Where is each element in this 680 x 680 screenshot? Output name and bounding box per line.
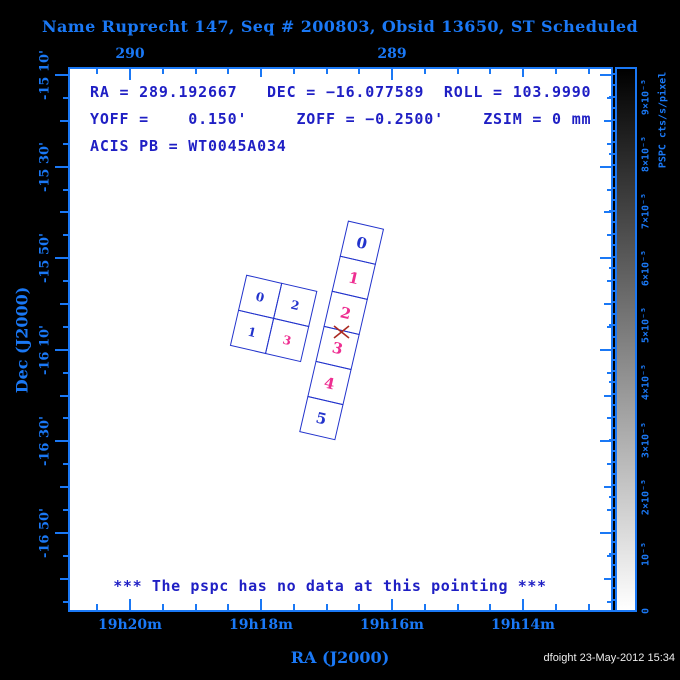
- tick-mark: [60, 303, 68, 305]
- aimpoint-x-icon: [333, 325, 350, 339]
- footer-user-timestamp: dfoight 23-May-2012 15:34: [543, 652, 675, 664]
- tick-mark: [55, 532, 68, 534]
- left-axis-tick-label: -16 50': [37, 507, 53, 559]
- colorbar-tick-label: 5×10⁻⁵: [640, 307, 652, 344]
- acis-s-chip-5: 5: [299, 395, 344, 441]
- tick-mark: [60, 578, 68, 580]
- left-axis-tick-label: -16 30': [37, 416, 53, 467]
- colorbar-tick-label: 2×10⁻⁵: [640, 478, 652, 515]
- acis-i-chip-3: 3: [264, 317, 310, 363]
- plot-canvas[interactable]: [68, 67, 613, 612]
- tick-mark: [60, 486, 68, 488]
- bottom-axis-tick-label: 19h20m: [98, 617, 162, 633]
- tick-mark: [60, 395, 68, 397]
- colorbar-tick-label: 4×10⁻⁵: [640, 364, 652, 401]
- tick-mark: [55, 74, 68, 76]
- page-title: Name Ruprecht 147, Seq # 200803, Obsid 1…: [41, 17, 639, 36]
- colorbar-gradient: [615, 67, 637, 612]
- left-axis-tick-label: -15 50': [37, 233, 53, 284]
- ra-axis-title: RA (J2000): [290, 648, 390, 667]
- dec-axis-title: Dec (J2000): [12, 286, 32, 394]
- bottom-axis-tick-label: 19h16m: [360, 617, 424, 633]
- tick-mark: [60, 211, 68, 213]
- top-axis-tick-label: 290: [115, 46, 145, 62]
- tick-mark: [60, 120, 68, 122]
- colorbar-tick-label: 7×10⁻⁵: [640, 192, 652, 229]
- left-axis-tick-label: -16 10': [37, 324, 53, 375]
- tick-mark: [55, 166, 68, 168]
- tick-mark: [55, 440, 68, 442]
- info-line-ra-dec-roll: RA = 289.192667 DEC = −16.077589 ROLL = …: [90, 83, 592, 101]
- pspc-no-data-message: *** The pspc has no data at this pointin…: [113, 577, 547, 595]
- info-line-offsets: YOFF = 0.150' ZOFF = −0.2500' ZSIM = 0 m…: [90, 110, 592, 128]
- left-axis-tick-label: -15 10': [37, 49, 53, 101]
- info-line-acis-pb: ACIS PB = WT0045A034: [90, 137, 287, 155]
- colorbar-tick-label: 6×10⁻⁵: [640, 250, 652, 287]
- top-axis-tick-label: 289: [377, 46, 407, 62]
- bottom-axis-tick-label: 19h18m: [229, 617, 293, 633]
- colorbar-tick-label: 3×10⁻⁵: [640, 421, 652, 458]
- tick-mark: [55, 349, 68, 351]
- colorbar-title: PSPC cts/s/pixel: [657, 71, 669, 169]
- left-axis-tick-label: -15 30': [37, 141, 53, 192]
- colorbar-tick-label: 9×10⁻⁵: [640, 78, 652, 115]
- tick-mark: [55, 257, 68, 259]
- colorbar-tick-label: 8×10⁻⁵: [640, 135, 652, 172]
- colorbar-tick-label: 10⁻⁵: [640, 541, 652, 566]
- colorbar-tick-label: 0: [640, 607, 652, 615]
- bottom-axis-tick-label: 19h14m: [491, 617, 555, 633]
